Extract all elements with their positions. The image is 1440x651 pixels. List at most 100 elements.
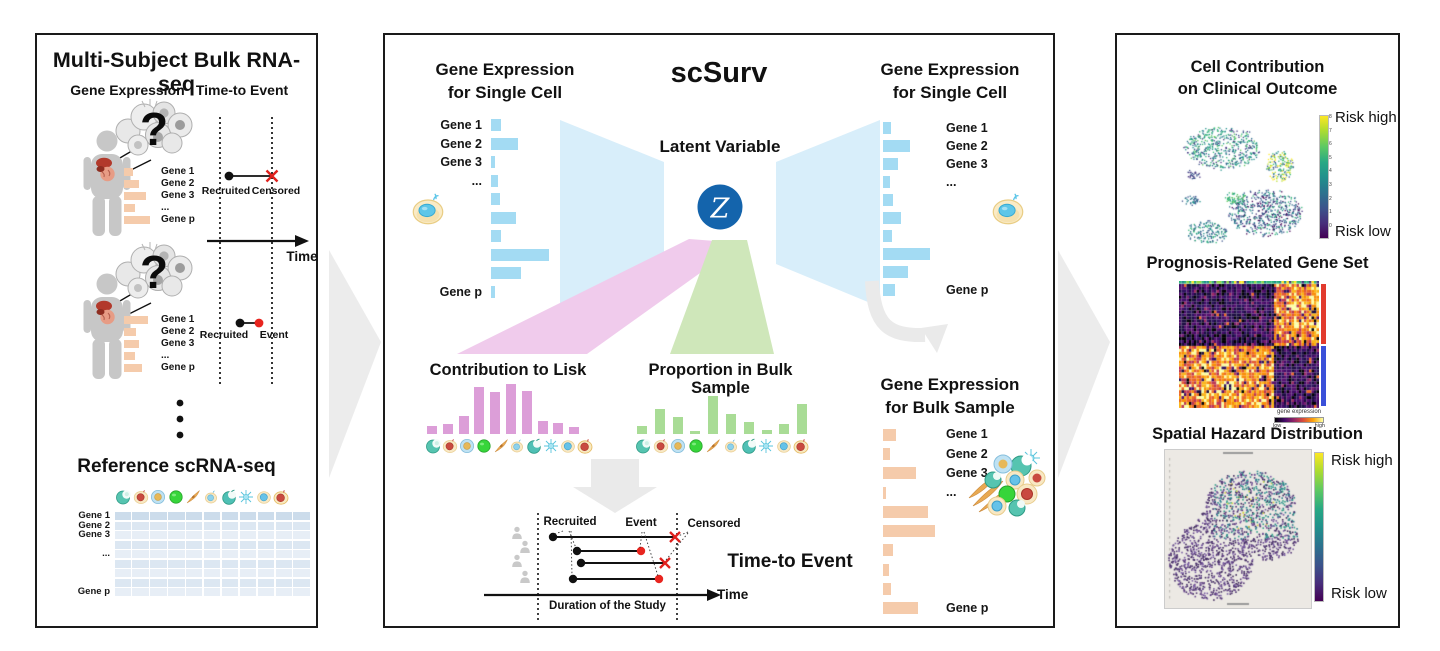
matrix-cell bbox=[114, 531, 131, 539]
gene-label: Gene 1 bbox=[946, 427, 988, 442]
matrix-row-label: Gene 2 bbox=[78, 519, 110, 531]
matrix-cell bbox=[150, 512, 167, 520]
time-axis-arrowhead bbox=[295, 235, 309, 247]
matrix-cell bbox=[186, 578, 203, 587]
gene-row: Gene p bbox=[124, 214, 195, 226]
bulk-gene-bars: Gene 1 Gene 2 Gene 3... Gene p bbox=[883, 425, 988, 618]
matrix-cell bbox=[239, 540, 257, 549]
proportion-cell-icons bbox=[635, 438, 809, 454]
gene-bar-track bbox=[883, 544, 937, 557]
cell-icon-gold bbox=[459, 438, 475, 454]
reference-expression-matrix: Gene 1 Gene 2 Gene 3... Gene p bbox=[73, 511, 310, 596]
cell-cluster-icon bbox=[115, 98, 193, 156]
event-dot bbox=[654, 574, 664, 584]
recruited-dot bbox=[224, 171, 234, 181]
cell-icon-red bbox=[442, 438, 458, 454]
matrix-cell bbox=[150, 550, 167, 558]
gene-bar-track bbox=[491, 156, 555, 169]
decoder-shape bbox=[776, 120, 880, 307]
subject1-recruited-label: Recruited bbox=[201, 185, 251, 197]
heatmap-legend: gene expression low high bbox=[1263, 409, 1335, 429]
gene-label: Gene p bbox=[161, 362, 195, 373]
gene-bar bbox=[883, 266, 908, 278]
cell-icon-star bbox=[238, 489, 254, 505]
gene-bar bbox=[124, 180, 139, 188]
matrix-cell bbox=[186, 550, 203, 558]
gene-bar bbox=[883, 525, 935, 538]
gene-bar-track bbox=[883, 467, 937, 480]
recruited-dot bbox=[568, 574, 578, 584]
bar bbox=[442, 424, 453, 434]
gene-label: Gene p bbox=[946, 282, 989, 297]
bar bbox=[458, 416, 469, 434]
gene-bar-track bbox=[124, 168, 157, 176]
gene-bar-track bbox=[491, 193, 555, 206]
gene-bar-track bbox=[883, 525, 937, 538]
gene-bar-track bbox=[883, 194, 937, 206]
subject1-censored-label: Censored bbox=[251, 185, 301, 197]
encoder-input-title-line1: Gene Expression bbox=[435, 60, 575, 79]
gene-bar bbox=[883, 602, 918, 615]
proportion-projection-shape bbox=[670, 240, 774, 354]
colorbar-tick: 2 bbox=[1329, 195, 1332, 202]
gene-bar-track bbox=[124, 192, 157, 200]
bar bbox=[474, 387, 485, 434]
matrix-cell bbox=[150, 559, 167, 568]
ellipsis-dot bbox=[176, 399, 184, 407]
matrix-cell bbox=[203, 559, 221, 568]
matrix-cell bbox=[221, 512, 239, 520]
subject2-event-label: Event bbox=[259, 329, 289, 341]
censored-x-icon bbox=[669, 531, 681, 543]
matrix-cell bbox=[239, 531, 257, 539]
matrix-cell bbox=[257, 588, 275, 596]
censored-x-icon bbox=[265, 169, 279, 183]
gene-bar bbox=[491, 156, 495, 169]
single-cell-icon bbox=[409, 190, 447, 228]
matrix-cell bbox=[132, 559, 149, 568]
gene-bar bbox=[883, 544, 893, 557]
gene-bar bbox=[491, 211, 516, 224]
bulk-title-line2: for Bulk Sample bbox=[885, 398, 1015, 417]
gene-bar-track bbox=[491, 119, 555, 132]
event-dot bbox=[254, 318, 264, 328]
matrix-cell bbox=[203, 578, 221, 587]
gene-bar bbox=[491, 119, 501, 132]
matrix-cell bbox=[132, 531, 149, 539]
colorbar-tick: 7 bbox=[1329, 127, 1332, 134]
matrix-cell bbox=[293, 531, 310, 539]
gene-bar-track bbox=[883, 602, 937, 615]
bar bbox=[725, 414, 736, 434]
decoder-output-title-line2: for Single Cell bbox=[892, 83, 1008, 102]
gene-bar bbox=[883, 284, 895, 296]
flow-arrow-to-bulk-head bbox=[921, 324, 948, 353]
bar bbox=[761, 430, 772, 434]
matrix-cell bbox=[239, 588, 257, 596]
gene-bar bbox=[124, 352, 135, 360]
matrix-cell bbox=[186, 588, 203, 596]
cell-icon-crescent bbox=[115, 489, 131, 505]
gene-bar-track bbox=[883, 212, 937, 224]
gene-bar-track bbox=[124, 180, 157, 188]
matrix-cell bbox=[186, 512, 203, 520]
cell-icon-green bbox=[168, 489, 184, 505]
gene-label: Gene 1 bbox=[440, 118, 482, 132]
gene-bar-track bbox=[883, 563, 937, 576]
bar bbox=[505, 384, 516, 434]
gene-label: Gene 2 bbox=[161, 326, 195, 337]
gene-row: Gene 1 bbox=[421, 116, 555, 135]
matrix-cell bbox=[257, 521, 275, 530]
matrix-cell bbox=[221, 550, 239, 558]
reference-title: Reference scRNA-seq bbox=[77, 456, 276, 477]
gene-row bbox=[421, 209, 555, 228]
umap-title-line1: Cell Contribution bbox=[1190, 58, 1325, 76]
left-panel-title: Multi-Subject Bulk RNA-seq bbox=[52, 48, 301, 97]
cell-icon-crescent bbox=[425, 438, 441, 454]
bar bbox=[743, 422, 754, 434]
matrix-cell bbox=[275, 521, 292, 530]
cell-icon-spindle bbox=[185, 489, 201, 505]
matrix-cell bbox=[168, 521, 185, 530]
gene-bar-track bbox=[883, 230, 937, 242]
contribution-bar-chart bbox=[427, 382, 580, 434]
matrix-cell bbox=[186, 540, 203, 549]
